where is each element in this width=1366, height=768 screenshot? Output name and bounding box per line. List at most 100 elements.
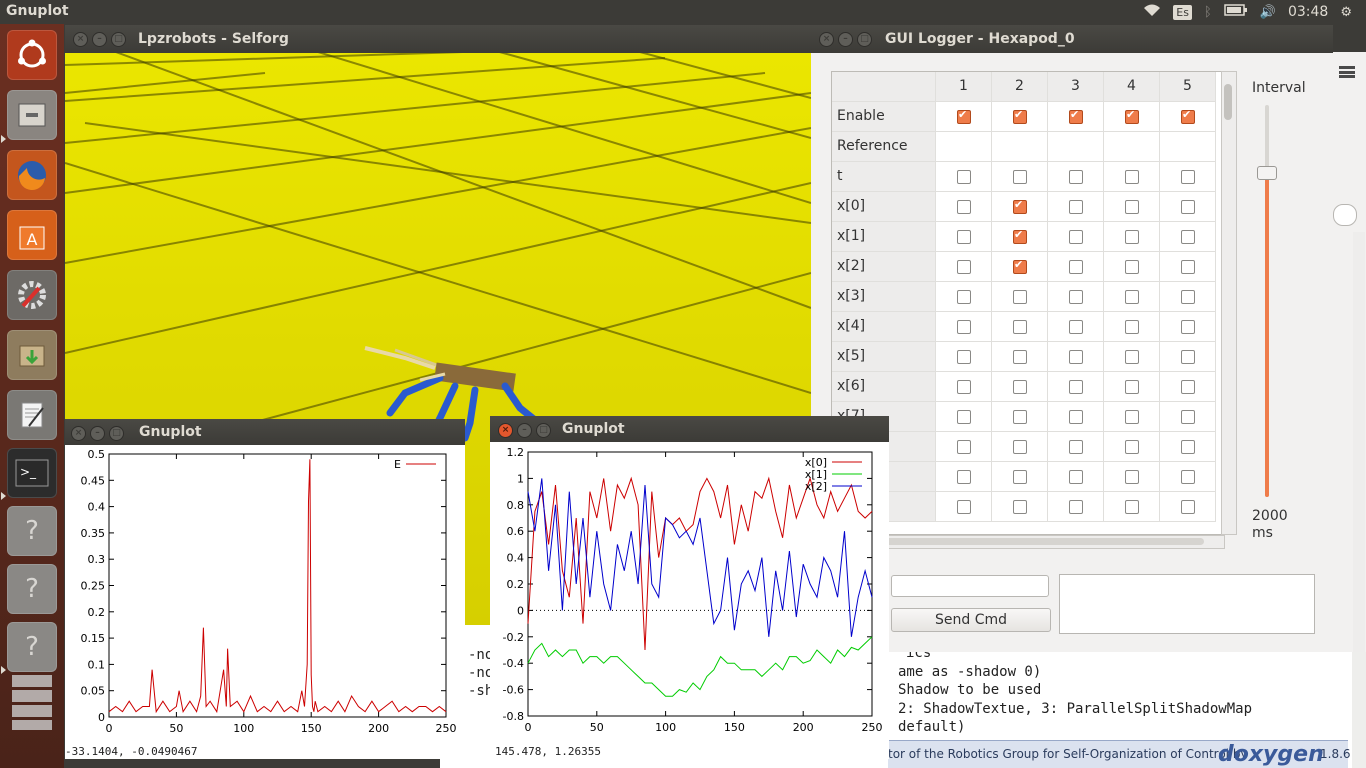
table-cell[interactable] (1104, 462, 1160, 492)
table-vscrollbar[interactable] (1221, 71, 1237, 535)
close-button[interactable]: × (498, 423, 513, 438)
table-cell[interactable] (992, 492, 1048, 522)
channel-checkbox[interactable] (957, 170, 971, 184)
channel-checkbox[interactable] (1125, 440, 1139, 454)
table-cell[interactable] (1160, 252, 1216, 282)
minimize-button[interactable]: – (838, 32, 853, 47)
channel-checkbox[interactable] (1125, 500, 1139, 514)
table-cell[interactable] (1048, 132, 1104, 162)
channel-checkbox[interactable] (957, 470, 971, 484)
unknown-app-icon[interactable]: ? (7, 564, 57, 614)
channel-checkbox[interactable] (957, 410, 971, 424)
firefox-icon[interactable] (7, 150, 57, 200)
volume-icon[interactable]: 🔊 (1259, 4, 1276, 20)
files-icon[interactable] (7, 90, 57, 140)
table-cell[interactable] (992, 252, 1048, 282)
doxygen-logo[interactable]: doxygen (1218, 742, 1324, 767)
maximize-button[interactable]: □ (536, 423, 551, 438)
table-cell[interactable] (1160, 222, 1216, 252)
maximize-button[interactable]: □ (109, 426, 124, 441)
row-header[interactable]: x[1] (832, 222, 936, 252)
channel-checkbox[interactable] (1013, 290, 1027, 304)
table-cell[interactable] (936, 222, 992, 252)
table-cell[interactable] (1104, 162, 1160, 192)
table-cell[interactable] (936, 132, 992, 162)
column-header[interactable]: 2 (992, 72, 1048, 102)
channel-checkbox[interactable] (957, 350, 971, 364)
channel-checkbox[interactable] (957, 200, 971, 214)
channel-checkbox[interactable] (1013, 470, 1027, 484)
channel-checkbox[interactable] (957, 260, 971, 274)
plot-area[interactable]: 0 50 100 150 200 250 -0.8 -0.6 -0.4 -0.2 0 0.2 0.4 0.… (490, 442, 889, 759)
row-header[interactable]: x[2] (832, 252, 936, 282)
table-cell[interactable] (1048, 222, 1104, 252)
clock[interactable]: 03:48 (1287, 4, 1329, 20)
table-cell[interactable] (992, 312, 1048, 342)
channel-checkbox[interactable] (957, 230, 971, 244)
table-cell[interactable] (992, 192, 1048, 222)
channel-checkbox[interactable] (1069, 290, 1083, 304)
row-header[interactable]: Reference (832, 132, 936, 162)
text-editor-icon[interactable] (7, 390, 57, 440)
table-cell[interactable] (1104, 312, 1160, 342)
table-cell[interactable] (1160, 312, 1216, 342)
table-cell[interactable] (1104, 432, 1160, 462)
table-cell[interactable] (1048, 372, 1104, 402)
channel-checkbox[interactable] (1013, 198, 1027, 214)
table-cell[interactable] (992, 432, 1048, 462)
channel-checkbox[interactable] (1069, 108, 1083, 124)
table-cell[interactable] (1160, 402, 1216, 432)
row-header[interactable]: t (832, 162, 936, 192)
channel-checkbox[interactable] (1125, 200, 1139, 214)
channel-checkbox[interactable] (1125, 260, 1139, 274)
table-cell[interactable] (1160, 132, 1216, 162)
table-cell[interactable] (936, 372, 992, 402)
table-cell[interactable] (1160, 342, 1216, 372)
table-cell[interactable] (936, 282, 992, 312)
channel-checkbox[interactable] (1125, 470, 1139, 484)
channel-checkbox[interactable] (1181, 350, 1195, 364)
table-cell[interactable] (992, 102, 1048, 132)
table-cell[interactable] (1104, 192, 1160, 222)
channel-checkbox[interactable] (1125, 350, 1139, 364)
table-cell[interactable] (1048, 432, 1104, 462)
channel-checkbox[interactable] (1125, 410, 1139, 424)
channel-checkbox[interactable] (1013, 170, 1027, 184)
scroll-thumb[interactable] (844, 538, 1204, 545)
channel-checkbox[interactable] (1013, 108, 1027, 124)
channel-checkbox[interactable] (1069, 320, 1083, 334)
table-cell[interactable] (1104, 372, 1160, 402)
channel-checkbox[interactable] (1181, 260, 1195, 274)
wifi-icon[interactable] (1143, 3, 1161, 21)
table-cell[interactable] (936, 432, 992, 462)
table-cell[interactable] (1048, 282, 1104, 312)
channel-checkbox[interactable] (1069, 470, 1083, 484)
software-center-icon[interactable]: A (7, 210, 57, 260)
table-cell[interactable] (1048, 492, 1104, 522)
table-cell[interactable] (1104, 222, 1160, 252)
row-header[interactable]: Enable (832, 102, 936, 132)
column-header[interactable]: 5 (1160, 72, 1216, 102)
channel-checkbox[interactable] (1125, 320, 1139, 334)
table-cell[interactable] (992, 402, 1048, 432)
channel-checkbox[interactable] (957, 108, 971, 124)
table-cell[interactable] (936, 402, 992, 432)
table-cell[interactable] (1160, 162, 1216, 192)
channel-checkbox[interactable] (957, 500, 971, 514)
table-cell[interactable] (936, 162, 992, 192)
column-header[interactable]: 4 (1104, 72, 1160, 102)
maximize-button[interactable]: □ (857, 32, 872, 47)
table-cell[interactable] (1104, 282, 1160, 312)
terminal-icon[interactable]: >_ (7, 448, 57, 498)
channel-checkbox[interactable] (1013, 258, 1027, 274)
channel-checkbox[interactable] (1125, 290, 1139, 304)
table-cell[interactable] (1104, 252, 1160, 282)
table-cell[interactable] (936, 252, 992, 282)
channel-checkbox[interactable] (1013, 500, 1027, 514)
system-settings-icon[interactable] (7, 270, 57, 320)
channel-checkbox[interactable] (1181, 410, 1195, 424)
table-cell[interactable] (1104, 102, 1160, 132)
unknown-app-icon[interactable]: ? (7, 506, 57, 556)
table-hscrollbar[interactable] (831, 535, 1225, 549)
row-header[interactable]: x[0] (832, 192, 936, 222)
